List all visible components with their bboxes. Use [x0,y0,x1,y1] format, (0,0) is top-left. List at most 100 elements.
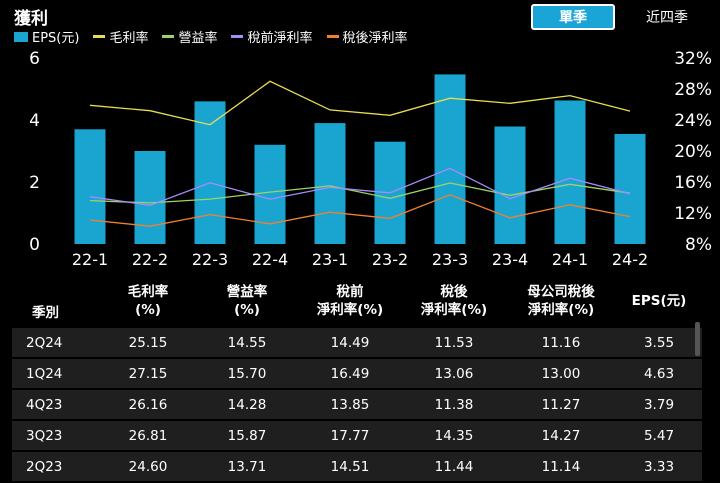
table-cell: 14.28 [196,389,298,421]
left-axis-tick-label: 2 [29,173,40,193]
table-cell: 27.15 [100,358,196,390]
table-cell: 1Q24 [12,358,100,390]
right-axis-tick-label: 28% [674,80,712,100]
eps-bar [74,129,106,244]
table-cell: 16.49 [298,358,402,390]
legend-swatch [14,31,28,42]
table-cell: 15.70 [196,358,298,390]
table-cell: 11.16 [506,328,616,359]
table-cell: 11.14 [506,451,616,483]
table-header-cell: 稅前 淨利率(%) [298,274,402,328]
page-title: 獲利 [14,9,48,29]
table-cell: 11.44 [402,451,506,483]
chart-legend: EPS(元) 毛利率 營益率 稅前淨利率 稅後淨利率 [14,27,408,46]
legend-label: 稅前淨利率 [247,31,313,46]
margin-series-line [89,167,631,206]
profit-table: 季別 毛利率 (%) 營益率 (%) 稅前 淨利率(%) 稅後 淨利率(%) 母公司稅後 淨利率(%… [12,274,702,483]
x-axis-tick-label: 24-1 [552,250,588,269]
eps-bar [554,100,586,244]
left-axis-tick-label: 6 [29,49,40,69]
table-header-cell: EPS(元) [616,274,702,328]
table-cell: 13.06 [402,358,506,390]
table-cell: 11.53 [402,328,506,359]
table-cell: 4Q23 [12,389,100,421]
left-axis-tick-label: 4 [29,111,40,131]
table-cell: 11.38 [402,389,506,421]
table-scrollbar[interactable] [695,322,700,356]
table-cell: 3.55 [616,328,702,359]
x-axis-tick-label: 23-2 [372,250,408,269]
table-cell: 17.77 [298,420,402,452]
legend-swatch [326,35,339,38]
margin-series-line [89,80,631,126]
eps-bar [254,144,286,244]
table-body: 2Q24 25.15 14.55 14.49 11.53 11.16 3.55 1Q24 27.… [12,328,702,483]
x-axis-tick-label: 23-1 [312,250,348,269]
table-cell: 3.33 [616,451,702,483]
table-cell: 14.27 [506,420,616,452]
right-axis-tick-label: 24% [674,111,712,131]
left-axis-tick-label: 0 [29,235,40,255]
legend-item-gross-margin[interactable]: 毛利率 [93,27,148,46]
table-cell: 14.49 [298,328,402,359]
x-axis-tick-label: 23-3 [432,250,468,269]
table-row[interactable]: 4Q23 26.16 14.28 13.85 11.38 11.27 3.79 [12,389,702,421]
legend-label: EPS(元) [32,31,80,46]
tab-trailing-four[interactable]: 近四季 [646,10,688,26]
legend-item-net-margin[interactable]: 稅後淨利率 [326,27,408,46]
x-axis-tick-label: 22-4 [252,250,288,269]
legend-label: 營益率 [178,31,218,46]
table-cell: 14.55 [196,328,298,359]
table-cell: 13.71 [196,451,298,483]
eps-bar [494,126,526,244]
x-axis-tick-label: 24-2 [612,250,648,269]
profit-table-container: 季別 毛利率 (%) 營益率 (%) 稅前 淨利率(%) 稅後 淨利率(%) 母公司稅後 淨利率(%… [12,274,702,483]
table-cell: 25.15 [100,328,196,359]
table-cell: 15.87 [196,420,298,452]
table-cell: 2Q24 [12,328,100,359]
right-axis-tick-label: 12% [674,204,712,224]
table-cell: 14.51 [298,451,402,483]
table-cell: 14.35 [402,420,506,452]
legend-swatch [93,35,106,38]
margin-series-line [89,194,631,227]
table-row[interactable]: 1Q24 27.15 15.70 16.49 13.06 13.00 4.63 [12,358,702,390]
legend-swatch [231,35,244,38]
table-row[interactable]: 2Q23 24.60 13.71 14.51 11.44 11.14 3.33 [12,451,702,483]
table-row[interactable]: 3Q23 26.81 15.87 17.77 14.35 14.27 5.47 [12,420,702,452]
table-header-cell: 季別 [12,274,100,328]
legend-item-pretax-margin[interactable]: 稅前淨利率 [231,27,313,46]
right-axis-tick-label: 20% [674,142,712,162]
table-cell: 4.63 [616,358,702,390]
table-header-row: 季別 毛利率 (%) 營益率 (%) 稅前 淨利率(%) 稅後 淨利率(%) 母公司稅後 淨利率(%… [12,274,702,328]
eps-bar [614,133,646,244]
x-axis-tick-label: 22-3 [192,250,228,269]
right-axis-tick-label: 32% [674,49,712,69]
table-cell: 26.16 [100,389,196,421]
table-header-cell: 營益率 (%) [196,274,298,328]
table-cell: 3.79 [616,389,702,421]
tab-quarterly[interactable]: 單季 [531,4,615,30]
legend-label: 毛利率 [109,31,149,46]
table-row[interactable]: 2Q24 25.15 14.55 14.49 11.53 11.16 3.55 [12,328,702,359]
table-cell: 2Q23 [12,451,100,483]
table-cell: 11.27 [506,389,616,421]
legend-item-operating-margin[interactable]: 營益率 [162,27,217,46]
legend-swatch [162,35,175,38]
table-cell: 3Q23 [12,420,100,452]
table-cell: 13.85 [298,389,402,421]
eps-bar [134,151,166,244]
table-cell: 5.47 [616,420,702,452]
table-header-cell: 毛利率 (%) [100,274,196,328]
x-axis-tick-label: 22-2 [132,250,168,269]
legend-label: 稅後淨利率 [342,31,408,46]
margin-series-line [89,182,631,204]
legend-item-eps[interactable]: EPS(元) [14,27,79,46]
eps-bar [314,123,346,244]
eps-bar [434,74,466,245]
profit-chart: 0 2 4 6 8% 12% 16% 20% 24% 28% 32% 22-1 22-2 22-3 22-4… [29,49,712,269]
right-axis-tick-label: 8% [685,235,712,255]
table-header-cell: 稅後 淨利率(%) [402,274,506,328]
x-axis-tick-label: 23-4 [492,250,528,269]
x-axis-tick-label: 22-1 [72,250,108,269]
